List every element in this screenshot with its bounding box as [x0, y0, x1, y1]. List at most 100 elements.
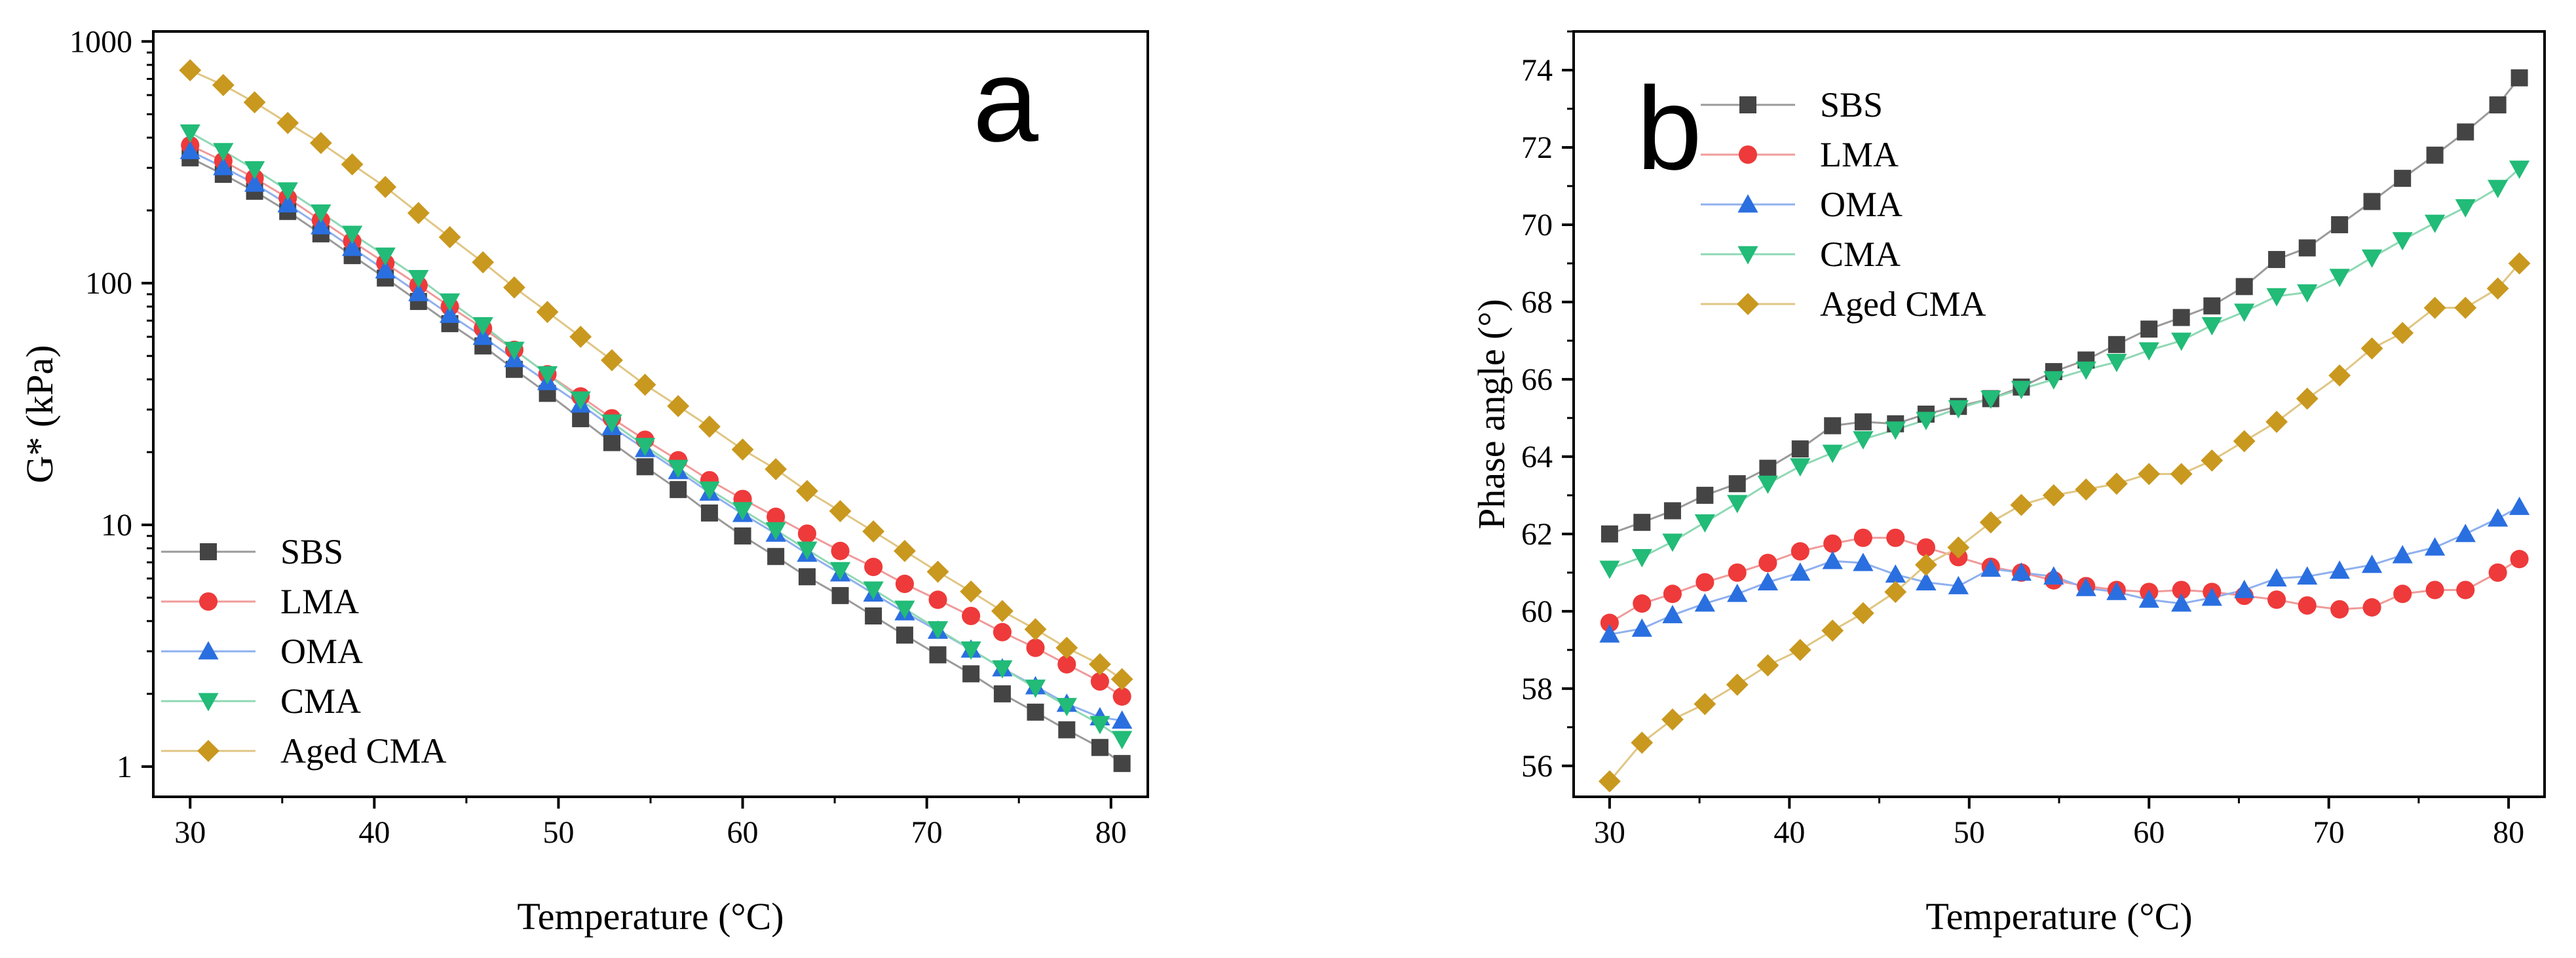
data-point-aged-cma: [472, 251, 495, 274]
data-point-cma: [2201, 316, 2222, 335]
data-point-cma: [2329, 269, 2350, 288]
data-point-sbs: [1824, 417, 1842, 434]
panel-b-y-axis-label: Phase angle (°): [1470, 299, 1513, 529]
data-point-aged-cma: [2105, 472, 2128, 495]
panel-a-legend: SBS LMA OMA CMA Aged CMA: [161, 532, 447, 771]
legend-label: SBS: [280, 532, 343, 571]
data-point-oma: [1822, 550, 1843, 569]
data-point-cma: [1694, 514, 1715, 533]
data-point-oma: [1948, 575, 1969, 594]
data-point-aged-cma: [407, 202, 430, 225]
data-point-cma: [2075, 361, 2096, 380]
legend-label: OMA: [1820, 185, 1903, 224]
data-point-aged-cma: [438, 226, 461, 248]
data-point-cma: [408, 269, 429, 288]
data-point-sbs: [1601, 525, 1618, 543]
legend-item-oma: OMA: [1701, 185, 1903, 224]
data-point-oma: [342, 237, 363, 256]
data-point-aged-cma: [1631, 731, 1654, 754]
series-markers-cma: [1599, 161, 2530, 579]
data-point-oma: [2266, 568, 2287, 587]
legend-item-lma: LMA: [1701, 135, 1899, 174]
data-point-aged-cma: [2075, 478, 2098, 501]
data-point-cma: [2234, 303, 2255, 322]
legend-marker: [1737, 194, 1758, 213]
data-point-cma: [2509, 161, 2530, 180]
data-point-sbs: [636, 458, 654, 476]
data-point-lma: [2425, 581, 2444, 600]
data-point-aged-cma: [243, 91, 266, 114]
data-point-aged-cma: [2042, 484, 2065, 507]
data-point-sbs: [2394, 170, 2412, 187]
data-point-aged-cma: [2423, 296, 2446, 319]
legend-marker: [1738, 145, 1758, 164]
data-point-aged-cma: [829, 500, 852, 522]
x-tick-label: 50: [542, 815, 574, 850]
data-point-aged-cma: [503, 276, 525, 299]
data-point-cma: [992, 660, 1013, 679]
x-tick-label: 80: [2493, 815, 2524, 850]
data-point-aged-cma: [731, 438, 754, 461]
data-point-oma: [472, 326, 493, 345]
data-point-lma: [797, 524, 816, 543]
data-point-lma: [1663, 584, 1682, 604]
series-markers-oma: [1599, 496, 2530, 643]
data-point-oma: [1980, 558, 2001, 577]
data-point-lma: [1853, 528, 1872, 547]
legend-marker: [199, 592, 218, 611]
legend-label: CMA: [1820, 235, 1901, 274]
data-point-oma: [2138, 589, 2159, 608]
data-point-aged-cma: [1661, 708, 1684, 731]
data-point-sbs: [2298, 239, 2316, 257]
data-point-aged-cma: [1694, 693, 1716, 716]
data-point-oma: [2488, 508, 2509, 527]
y-tick-label: 62: [1521, 517, 1553, 552]
legend-marker: [1737, 293, 1759, 315]
y-tick-label: 1000: [69, 24, 132, 59]
legend-label: Aged CMA: [280, 731, 447, 771]
data-point-cma: [960, 641, 981, 660]
data-point-oma: [408, 282, 429, 301]
panel-b-legend: SBS LMA OMA CMA Aged CMA: [1701, 85, 1986, 324]
data-point-aged-cma: [2508, 252, 2531, 275]
legend-label: SBS: [1820, 85, 1883, 125]
panel-b-series-markers: [1598, 69, 2531, 793]
legend-item-aged-cma: Aged CMA: [161, 731, 447, 771]
data-point-sbs: [993, 685, 1011, 702]
x-tick-label: 60: [727, 815, 759, 850]
data-point-cma: [180, 124, 200, 143]
data-point-cma: [1089, 716, 1110, 735]
panel-a-x-axis-label: Temperature (°C): [517, 895, 784, 938]
data-point-cma: [1112, 731, 1133, 750]
data-point-oma: [311, 216, 331, 235]
data-point-oma: [277, 194, 298, 213]
data-point-aged-cma: [1915, 554, 1937, 576]
data-point-sbs: [700, 504, 718, 522]
data-point-lma: [895, 575, 914, 594]
panel-a-label: a: [973, 35, 1039, 166]
data-point-aged-cma: [667, 394, 690, 417]
legend-marker: [1737, 246, 1758, 265]
data-point-aged-cma: [2265, 410, 2288, 433]
data-point-cma: [311, 204, 331, 223]
data-point-oma: [1757, 572, 1778, 590]
data-point-cma: [1853, 431, 1874, 450]
data-point-lma: [1633, 594, 1652, 613]
data-point-sbs: [2331, 216, 2349, 233]
legend-item-aged-cma: Aged CMA: [1701, 284, 1986, 324]
y-tick-label: 58: [1521, 672, 1553, 706]
data-point-cma: [2424, 214, 2446, 233]
data-point-lma: [1916, 538, 1935, 557]
data-point-cma: [277, 182, 298, 201]
data-point-sbs: [572, 410, 590, 427]
data-point-cma: [439, 293, 461, 312]
panel-b-x-axis-label: Temperature (°C): [1925, 895, 2192, 938]
data-point-oma: [1853, 552, 1874, 571]
data-point-aged-cma: [1756, 654, 1779, 677]
data-point-aged-cma: [212, 73, 235, 96]
legend-marker: [197, 740, 219, 762]
data-point-cma: [1727, 495, 1748, 514]
data-point-cma: [2297, 284, 2318, 303]
panel-b-label: b: [1637, 63, 1702, 195]
